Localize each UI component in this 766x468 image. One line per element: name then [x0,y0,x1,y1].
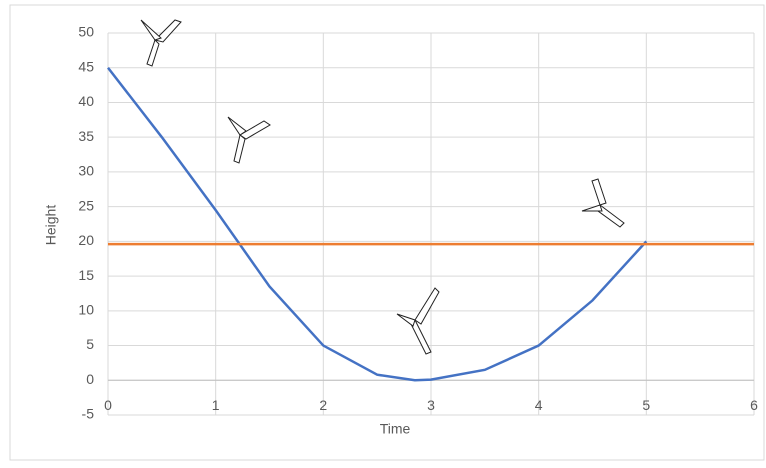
x-tick-label: 6 [750,397,758,413]
x-tick-label: 3 [427,397,435,413]
y-tick-label: 20 [78,232,94,248]
chart: -5051015202530354045500123456 Time Heigh… [0,0,766,463]
chart-border [10,5,764,460]
y-tick-label: 50 [78,24,94,40]
y-tick-label: 35 [78,128,94,144]
y-tick-label: -5 [82,406,95,422]
x-tick-label: 4 [535,397,543,413]
y-tick-label: 0 [86,371,94,387]
y-tick-label: 30 [78,163,94,179]
y-tick-label: 25 [78,197,94,213]
x-tick-label: 0 [104,397,112,413]
y-tick-label: 45 [78,58,94,74]
y-tick-label: 10 [78,302,94,318]
y-tick-label: 5 [86,336,94,352]
x-axis-label: Time [380,421,411,437]
y-tick-label: 40 [78,93,94,109]
x-tick-label: 5 [642,397,650,413]
y-tick-label: 15 [78,267,94,283]
y-axis-label: Height [43,205,59,246]
x-tick-label: 1 [212,397,220,413]
x-tick-label: 2 [319,397,327,413]
